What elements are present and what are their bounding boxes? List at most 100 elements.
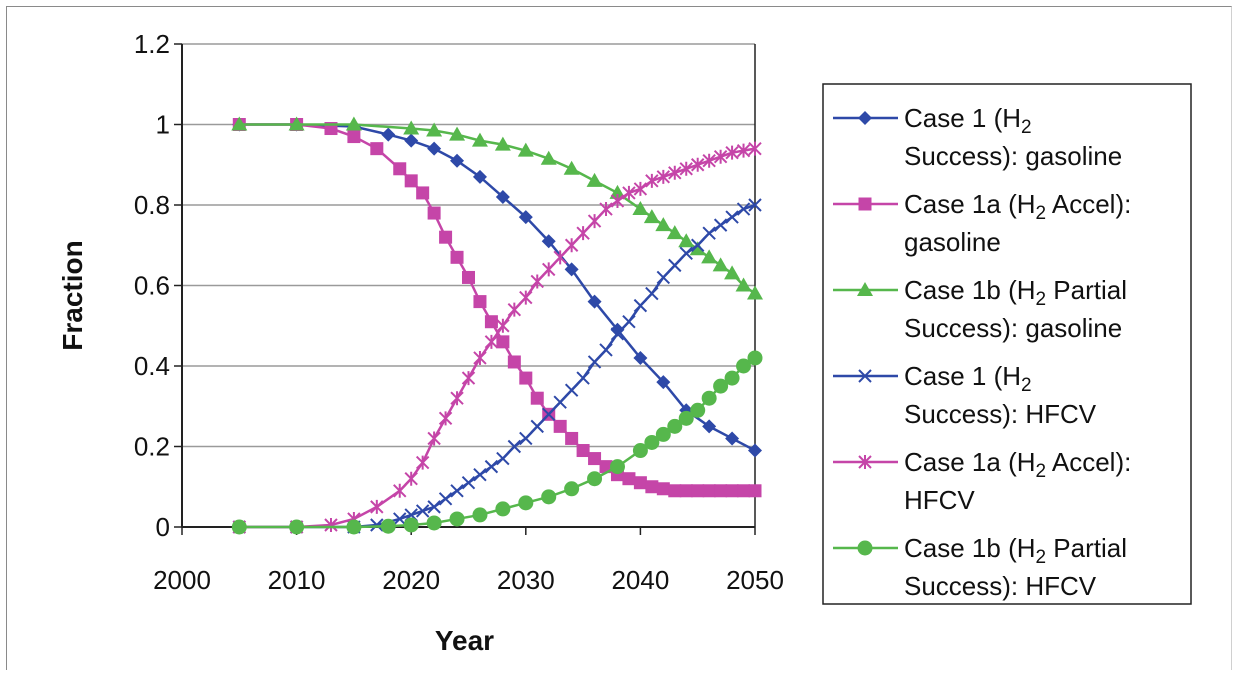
data-point bbox=[656, 270, 671, 285]
data-point bbox=[736, 358, 752, 374]
data-point bbox=[324, 517, 338, 532]
data-point bbox=[404, 133, 419, 148]
data-point bbox=[484, 315, 498, 329]
x-tick-labels: 2000 2010 2020 2030 2040 2050 bbox=[153, 527, 784, 595]
data-point bbox=[702, 484, 716, 498]
data-point bbox=[564, 383, 579, 397]
data-point bbox=[496, 451, 510, 466]
data-point bbox=[691, 484, 705, 498]
data-point bbox=[530, 274, 544, 289]
data-point bbox=[450, 484, 464, 498]
data-point bbox=[415, 504, 430, 518]
data-point bbox=[403, 517, 419, 533]
data-point bbox=[542, 262, 556, 277]
data-point bbox=[690, 238, 705, 252]
data-point bbox=[747, 350, 763, 366]
legend-label: Case 1a (H2 Accel): bbox=[904, 447, 1131, 482]
data-point bbox=[678, 410, 694, 426]
data-point bbox=[472, 507, 488, 523]
y-tick-label: 0.6 bbox=[134, 271, 170, 301]
data-point bbox=[416, 186, 430, 200]
data-point bbox=[644, 434, 660, 450]
data-point bbox=[588, 452, 602, 466]
legend-subscript: 2 bbox=[1036, 203, 1047, 224]
legend-text-segment: Case 1b (H bbox=[904, 533, 1036, 563]
data-point bbox=[450, 391, 464, 406]
legend-label: Case 1a (H2 Accel): bbox=[904, 189, 1131, 224]
data-point bbox=[541, 489, 557, 505]
data-point bbox=[713, 378, 729, 394]
data-point bbox=[587, 214, 602, 229]
legend-subscript: 2 bbox=[1021, 375, 1032, 396]
legend-label: Success): HFCV bbox=[904, 571, 1097, 601]
data-point bbox=[393, 512, 407, 526]
data-point bbox=[735, 277, 752, 292]
data-point bbox=[393, 483, 407, 498]
legend-label: gasoline bbox=[904, 227, 1001, 257]
data-point bbox=[857, 282, 873, 296]
data-point bbox=[517, 142, 534, 157]
data-point bbox=[438, 411, 453, 426]
data-point bbox=[748, 198, 762, 212]
data-point bbox=[587, 471, 603, 487]
x-tick-label: 2020 bbox=[382, 565, 440, 595]
series-line bbox=[239, 123, 755, 493]
series-6 bbox=[231, 350, 763, 535]
data-point bbox=[858, 111, 872, 125]
data-point bbox=[494, 136, 511, 151]
series-line bbox=[239, 356, 756, 529]
data-point bbox=[403, 120, 420, 135]
data-point bbox=[725, 210, 739, 224]
legend-label: Case 1b (H2 Partial bbox=[904, 533, 1127, 568]
data-point bbox=[426, 515, 442, 531]
data-point bbox=[370, 142, 384, 156]
legend-text-segment: Success): HFCV bbox=[904, 399, 1097, 429]
data-point bbox=[519, 290, 533, 305]
data-point bbox=[370, 499, 384, 514]
data-point bbox=[473, 295, 487, 309]
data-point bbox=[701, 390, 717, 406]
data-point bbox=[231, 116, 248, 131]
legend-text-segment: Accel): bbox=[1046, 189, 1131, 219]
data-point bbox=[610, 322, 625, 337]
data-point bbox=[713, 149, 728, 164]
y-tick-label: 0.8 bbox=[134, 190, 170, 220]
data-point bbox=[748, 443, 762, 458]
legend-text-segment: Accel): bbox=[1046, 447, 1131, 477]
series-line bbox=[239, 123, 756, 452]
data-point bbox=[427, 206, 441, 220]
data-point bbox=[471, 132, 488, 147]
data-point bbox=[484, 459, 499, 474]
data-point bbox=[564, 262, 579, 277]
data-point bbox=[449, 126, 466, 141]
data-point bbox=[576, 444, 590, 458]
data-point bbox=[857, 540, 873, 556]
data-point bbox=[461, 371, 476, 386]
data-point bbox=[345, 116, 362, 131]
data-point bbox=[645, 286, 659, 301]
data-point bbox=[347, 130, 361, 144]
data-point bbox=[427, 141, 442, 156]
data-point bbox=[748, 141, 762, 156]
data-point bbox=[679, 484, 693, 498]
legend-text-segment: Partial bbox=[1046, 275, 1127, 305]
data-point bbox=[519, 431, 533, 446]
series-2 bbox=[232, 118, 762, 498]
figure-frame bbox=[6, 6, 1232, 670]
legend-label: Success): HFCV bbox=[904, 399, 1097, 429]
data-point bbox=[450, 153, 465, 168]
data-point bbox=[858, 455, 872, 469]
data-point bbox=[553, 419, 567, 433]
data-point bbox=[587, 294, 602, 309]
data-point bbox=[714, 484, 728, 498]
data-point bbox=[736, 202, 751, 216]
data-point bbox=[668, 258, 682, 273]
data-point bbox=[858, 197, 872, 211]
data-point bbox=[632, 201, 649, 216]
data-point bbox=[541, 234, 556, 249]
legend-text-segment: Partial bbox=[1046, 533, 1127, 563]
data-point bbox=[610, 193, 625, 208]
data-point bbox=[449, 511, 465, 527]
